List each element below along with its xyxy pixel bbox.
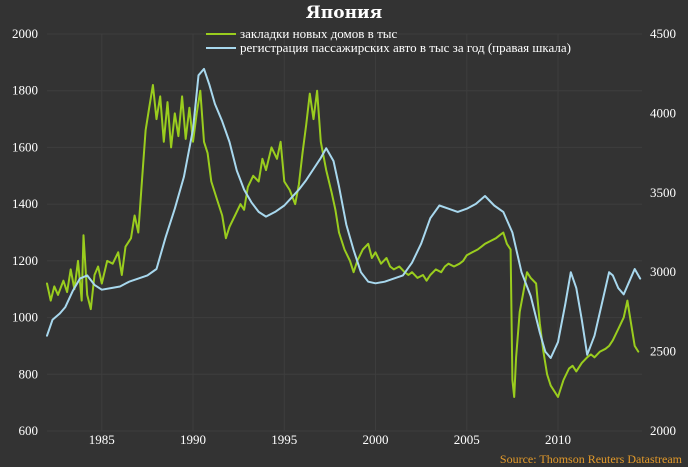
y-right-tick-label: 4500	[650, 26, 676, 41]
x-tick-label: 1985	[89, 432, 115, 447]
y-right-tick-label: 2500	[650, 344, 676, 359]
y-left-tick-label: 1000	[12, 310, 38, 325]
legend-label-cars: регистрация пассажирских авто в тыс за г…	[240, 40, 571, 55]
x-tick-label: 1990	[180, 432, 206, 447]
x-tick-label: 2010	[545, 432, 571, 447]
y-right-tick-label: 3500	[650, 185, 676, 200]
y-right-tick-label: 2000	[650, 423, 676, 438]
y-left-tick-label: 1800	[12, 83, 38, 98]
y-right-tick-label: 3000	[650, 264, 676, 279]
x-tick-label: 2005	[454, 432, 480, 447]
y-right-tick-label: 4000	[650, 105, 676, 120]
y-left-tick-label: 1600	[12, 139, 38, 154]
y-left-tick-label: 1200	[12, 253, 38, 268]
y-left-tick-label: 800	[19, 366, 39, 381]
grid-layer	[47, 33, 642, 432]
chart-title: Япония	[306, 3, 382, 23]
series-line-1	[46, 67, 642, 359]
axis-layer: 600 800 1000 1200 1400 1600 1800 2000 2000 2500 30…	[12, 26, 676, 447]
series-layer	[46, 67, 642, 398]
y-left-tick-label: 1400	[12, 196, 38, 211]
x-tick-label: 1995	[271, 432, 297, 447]
y-left-tick-label: 600	[19, 423, 39, 438]
legend: закладки новых домов в тыс регистрация п…	[206, 26, 571, 55]
x-tick-label: 2000	[363, 432, 389, 447]
legend-label-houses: закладки новых домов в тыс	[240, 26, 397, 41]
y-left-tick-label: 2000	[12, 26, 38, 41]
series-line-0	[46, 84, 640, 398]
source-label: Source: Thomson Reuters Datastream	[500, 452, 683, 466]
